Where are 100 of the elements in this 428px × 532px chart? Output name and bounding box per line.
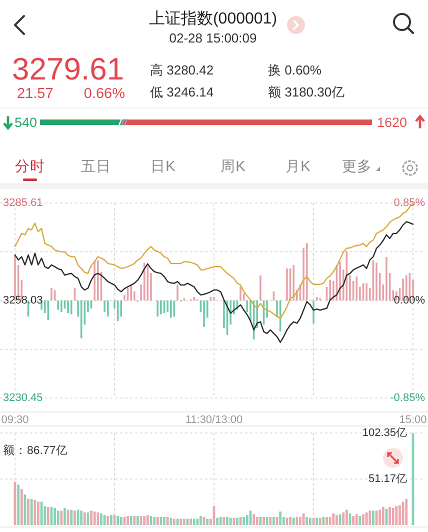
bar [96,512,100,525]
bar [398,505,401,525]
bar [262,516,265,525]
bar [196,518,199,525]
bar [358,516,362,525]
bar [20,489,23,525]
y-tick-label: 102.35亿 [362,427,407,439]
bar [352,516,354,525]
bar [216,518,219,525]
bar [332,513,335,525]
bar [130,516,132,525]
bar [46,507,50,525]
bar [136,516,139,525]
bar [116,516,120,525]
bar [226,516,228,525]
bar [146,515,149,525]
data-label: 540 [14,114,37,130]
bar [64,508,66,525]
text: 日K [150,159,176,175]
bar [80,510,83,525]
bar [83,512,86,525]
y2-tick-label: 0.00% [394,294,426,306]
bar [229,518,232,525]
bar [103,515,106,525]
bar [30,498,33,525]
bar [328,516,332,525]
bar [120,516,122,525]
bar [362,514,364,525]
bar [156,516,159,525]
data-label: 1620 [377,114,408,130]
bar [70,510,73,525]
bar [232,518,236,525]
bar [190,518,192,525]
bar [395,506,398,525]
bar [296,516,298,525]
text: 高 3280.42 [150,62,214,78]
bar [166,516,169,525]
bar [133,516,136,525]
bar [17,484,20,525]
text: 额 3180.30亿 [268,84,345,100]
bar [306,516,308,525]
bar [345,510,348,525]
bar [266,516,268,525]
bar [402,502,404,525]
text: 月K [286,159,311,175]
bar [382,507,384,525]
bar [66,510,70,525]
bar [100,513,102,525]
bar [242,516,246,525]
bar [143,516,146,525]
bar [200,516,202,525]
text: 21.57 [17,86,54,102]
bar [173,518,176,525]
bar [405,498,408,525]
bar [202,516,206,525]
y-tick-label: 3285.61 [3,197,43,209]
bar [316,518,318,525]
bar [368,510,372,525]
bar [192,518,196,525]
x-tick-label: 15:00 [399,414,427,426]
text: 02-28 15:00:09 [169,30,257,46]
bar [236,518,238,525]
bar [60,510,63,525]
x-tick-label: 11:30/13:00 [185,414,243,426]
y-tick-label: 3258.03 [3,294,43,306]
bar [308,518,312,525]
text: 分时 [15,158,45,175]
bar [342,512,345,525]
bar [392,508,394,525]
bar [170,518,172,525]
bar [160,516,162,525]
bar [355,514,358,525]
y-tick-label: 51.17亿 [368,473,407,486]
bar [388,507,391,525]
bar [289,516,292,525]
bar [110,515,112,525]
bar [74,510,76,525]
bar [54,508,56,525]
text: 更多 [342,158,372,175]
text: 低 3246.14 [150,84,214,100]
bar [37,502,40,525]
bar [299,516,302,525]
bar [180,518,182,525]
bar [326,516,328,525]
bar [365,512,368,525]
bar [252,514,255,525]
bar [279,512,282,525]
text: 换 0.60% [268,62,322,78]
text: 上证指数(000001) [148,10,278,28]
bar [378,510,382,525]
y2-tick-label: 0.85% [394,197,426,209]
bar [93,512,96,525]
annotation: 额：86.77亿 [3,443,68,457]
y2-tick-label: -0.85% [390,392,426,404]
bar [27,498,30,525]
bar [272,516,275,525]
bar [153,516,156,525]
bar [34,500,36,525]
y-tick-label: 3230.45 [3,392,43,404]
bar [302,513,305,525]
